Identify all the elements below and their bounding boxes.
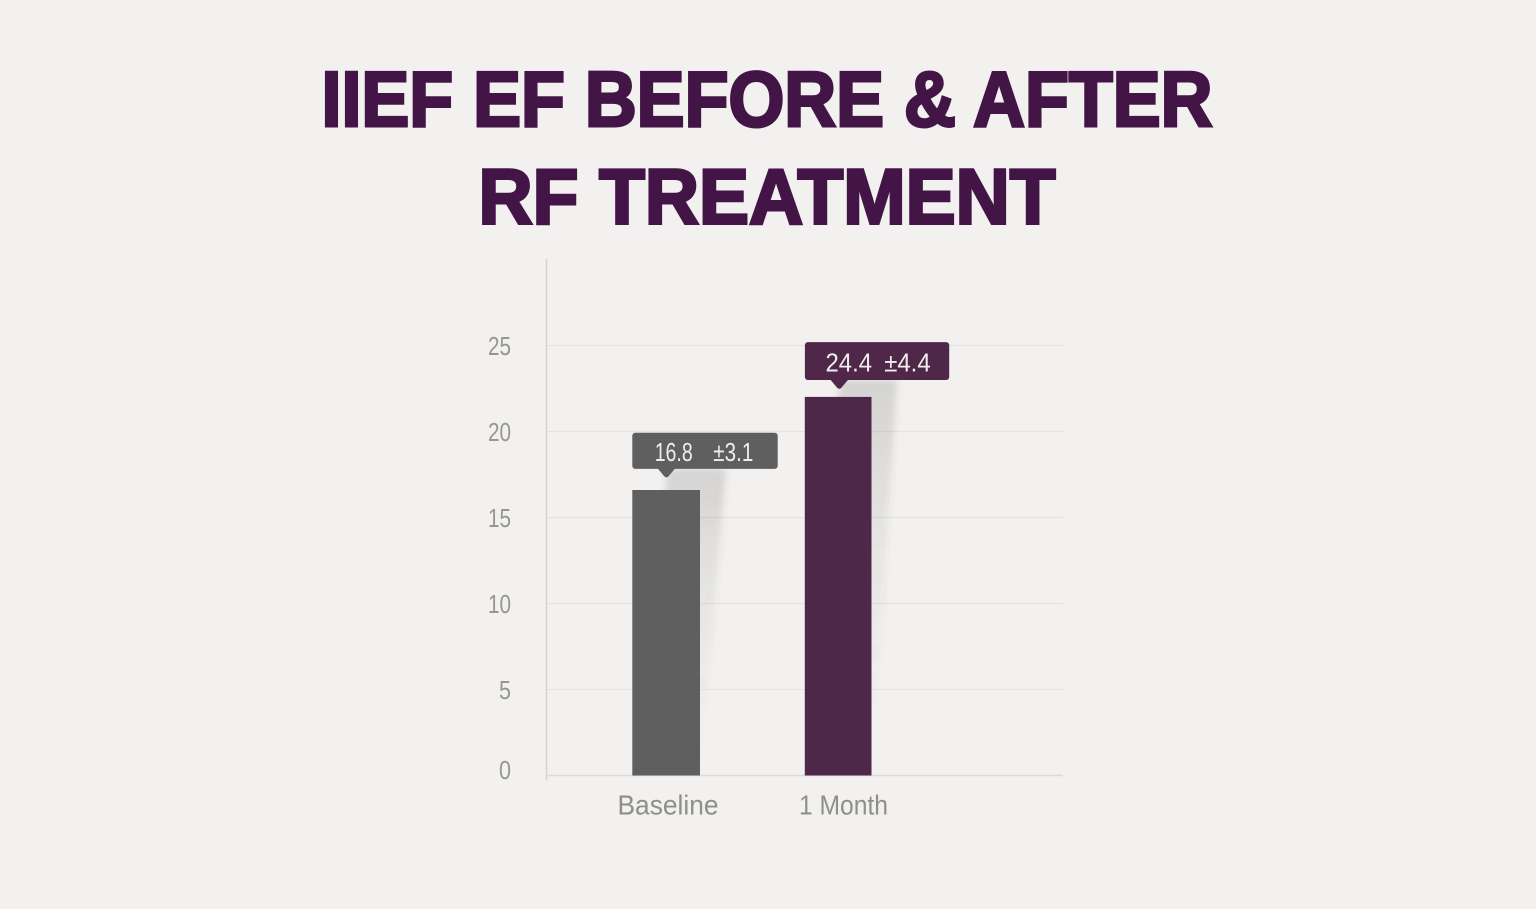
svg-text:±3.1: ±3.1: [713, 437, 753, 467]
svg-text:20: 20: [488, 417, 511, 447]
svg-text:5: 5: [499, 675, 511, 705]
svg-text:24.4: 24.4: [826, 348, 873, 378]
svg-text:Baseline: Baseline: [618, 790, 719, 821]
svg-text:RF TREATMENT: RF TREATMENT: [479, 153, 1056, 241]
svg-text:16.8: 16.8: [655, 437, 693, 467]
svg-text:15: 15: [488, 503, 511, 533]
svg-text:0: 0: [499, 755, 511, 785]
svg-text:±4.4: ±4.4: [884, 348, 931, 378]
svg-text:25: 25: [488, 331, 511, 361]
svg-text:IIEF EF BEFORE & AFTER: IIEF EF BEFORE & AFTER: [322, 55, 1213, 143]
svg-text:10: 10: [488, 589, 511, 619]
svg-text:1 Month: 1 Month: [799, 790, 888, 821]
